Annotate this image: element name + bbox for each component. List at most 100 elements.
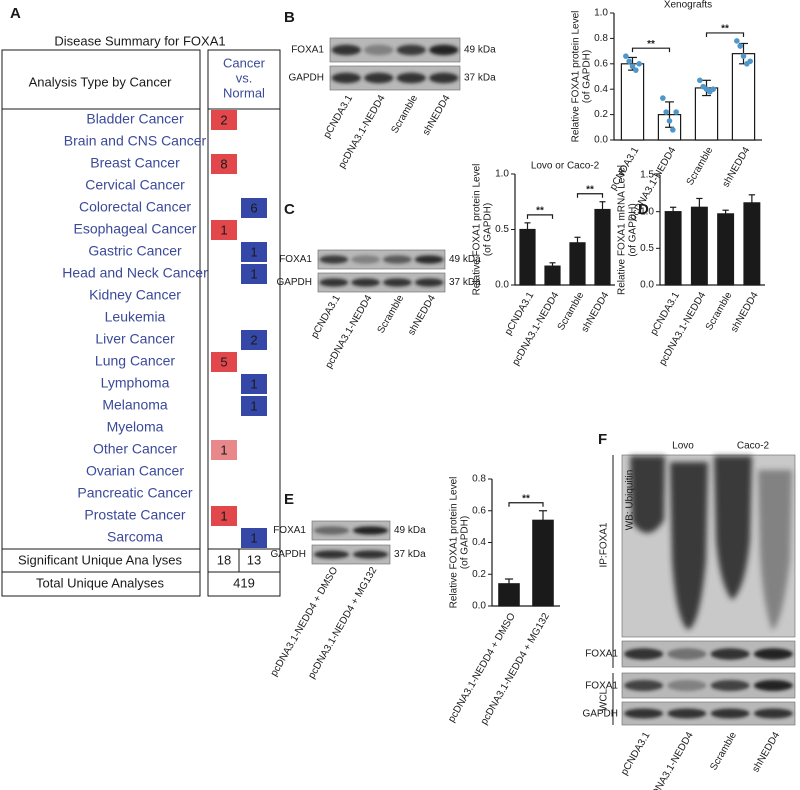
table-cell — [211, 110, 237, 130]
blot-band — [710, 648, 750, 660]
panel-label: E — [284, 491, 294, 508]
blot-band — [383, 255, 412, 264]
blot-band — [319, 278, 349, 287]
table-cell — [211, 440, 237, 460]
blot-band — [667, 708, 707, 719]
blot-strip — [317, 249, 446, 270]
blot-band — [753, 708, 793, 719]
cancer-type: Lymphoma — [101, 375, 170, 391]
cancer-type: Other Cancer — [93, 441, 177, 457]
table-title: Disease Summary for FOXA1 — [54, 33, 225, 48]
data-point — [623, 53, 629, 59]
lane-label: Scramble — [708, 730, 739, 772]
cell-value: 2 — [220, 112, 227, 127]
lane-label: Scramble — [389, 93, 420, 135]
cancer-type: Melanoma — [102, 397, 168, 413]
cancer-type: Myeloma — [107, 419, 164, 435]
bar — [594, 208, 611, 286]
bar — [620, 63, 645, 141]
y-tick-label: 1.0 — [640, 206, 654, 217]
blot-row-label: GAPDH — [276, 277, 312, 288]
cell-value: 2 — [250, 332, 257, 347]
data-point — [734, 38, 740, 44]
chart-title: Xenografts — [664, 0, 712, 11]
significance-label: ** — [586, 184, 594, 195]
table-cell — [211, 352, 237, 372]
bar — [519, 228, 536, 286]
significance-bracket — [508, 502, 544, 507]
summary-label: Total Unique Analyses — [36, 575, 164, 590]
cell-value: 1 — [250, 244, 257, 259]
significance-label: ** — [522, 493, 530, 504]
y-tick-label: 0.8 — [472, 474, 486, 485]
cancer-type: Ovarian Cancer — [86, 463, 184, 479]
blot-band — [624, 680, 664, 691]
cancer-type: Esophageal Cancer — [74, 221, 197, 237]
y-axis-label: Relative FOXA1 protein Level — [472, 164, 483, 296]
lane-label: pCNDA3.1 — [619, 730, 653, 777]
blot-row-label: GAPDH — [270, 549, 306, 560]
data-point — [666, 118, 673, 124]
y-axis-label: (of GAPDH) — [628, 203, 639, 256]
y-tick-label: 0.5 — [495, 224, 509, 235]
lane-label: shNEDD4 — [406, 293, 438, 337]
y-tick-label: 0.8 — [594, 33, 608, 44]
blot-size-label: 49 kDa — [464, 45, 496, 56]
cancer-type: Kidney Cancer — [89, 287, 181, 303]
y-tick-label: 0.2 — [594, 109, 608, 120]
y-tick-label: 0.2 — [472, 569, 486, 580]
ubiquitin-smear — [630, 456, 665, 534]
blot-strip — [311, 544, 391, 565]
ubiquitin-smear — [670, 462, 708, 630]
bar — [569, 242, 586, 286]
cell-value: 5 — [220, 354, 227, 369]
cell-value: 1 — [220, 222, 227, 237]
ubiquitin-smear — [758, 470, 792, 630]
bar — [731, 53, 756, 141]
data-point — [670, 127, 676, 133]
significance-label: ** — [536, 205, 544, 216]
blot-row-label: FOXA1 — [585, 649, 618, 660]
data-point — [663, 109, 669, 115]
table-box — [1, 49, 201, 597]
lane-label: pcDNA3.1-NEDD4 + MG132 — [479, 611, 552, 727]
data-point — [697, 77, 703, 84]
cancer-type: Breast Cancer — [90, 155, 180, 171]
y-axis-label: (of GAPDH) — [460, 516, 471, 569]
significance-bracket — [526, 214, 554, 219]
error-bar — [748, 194, 756, 212]
y-tick-label: 1.0 — [594, 8, 608, 19]
blot-band — [396, 72, 426, 84]
error-bar — [504, 578, 514, 590]
blot-band — [624, 708, 664, 719]
y-tick-label: 0.5 — [640, 243, 654, 254]
blot-row-label: GAPDH — [582, 709, 618, 720]
table-header: vs. — [236, 70, 253, 85]
chart-title: Lovo or Caco-2 — [531, 161, 600, 172]
cancer-type: Brain and CNS Cancer — [64, 133, 207, 149]
data-point — [737, 43, 743, 49]
error-bar — [599, 201, 606, 218]
cancer-type: Sarcoma — [107, 529, 163, 545]
y-axis-label: Relative FOXA1 protein Level — [571, 11, 582, 143]
lane-label: Scramble — [685, 145, 716, 187]
panel-label: A — [10, 5, 21, 22]
data-point — [660, 95, 666, 101]
y-axis-label: Relative FOXA1 mRNA Level — [617, 165, 628, 295]
blot-row-label: FOXA1 — [273, 525, 306, 536]
lane-label: pcDNA3.1-NEDD4 + MG132 — [306, 565, 379, 681]
blot-band — [429, 44, 459, 56]
table-cell — [241, 528, 267, 548]
data-point — [740, 53, 747, 59]
table-cell — [241, 198, 267, 218]
data-point — [626, 58, 632, 65]
cell-value: 6 — [250, 200, 257, 215]
blot-band — [313, 526, 350, 535]
blot-band — [364, 44, 394, 56]
blot-band — [331, 44, 361, 56]
y-tick-label: 0.4 — [594, 84, 608, 95]
significance-bracket — [576, 193, 604, 198]
cell-value: 8 — [220, 156, 227, 171]
significance-label: ** — [647, 39, 655, 50]
